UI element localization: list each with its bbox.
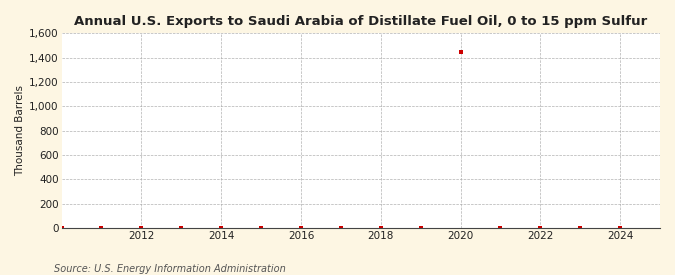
Y-axis label: Thousand Barrels: Thousand Barrels <box>15 85 25 176</box>
Text: Source: U.S. Energy Information Administration: Source: U.S. Energy Information Administ… <box>54 264 286 274</box>
Title: Annual U.S. Exports to Saudi Arabia of Distillate Fuel Oil, 0 to 15 ppm Sulfur: Annual U.S. Exports to Saudi Arabia of D… <box>74 15 647 28</box>
